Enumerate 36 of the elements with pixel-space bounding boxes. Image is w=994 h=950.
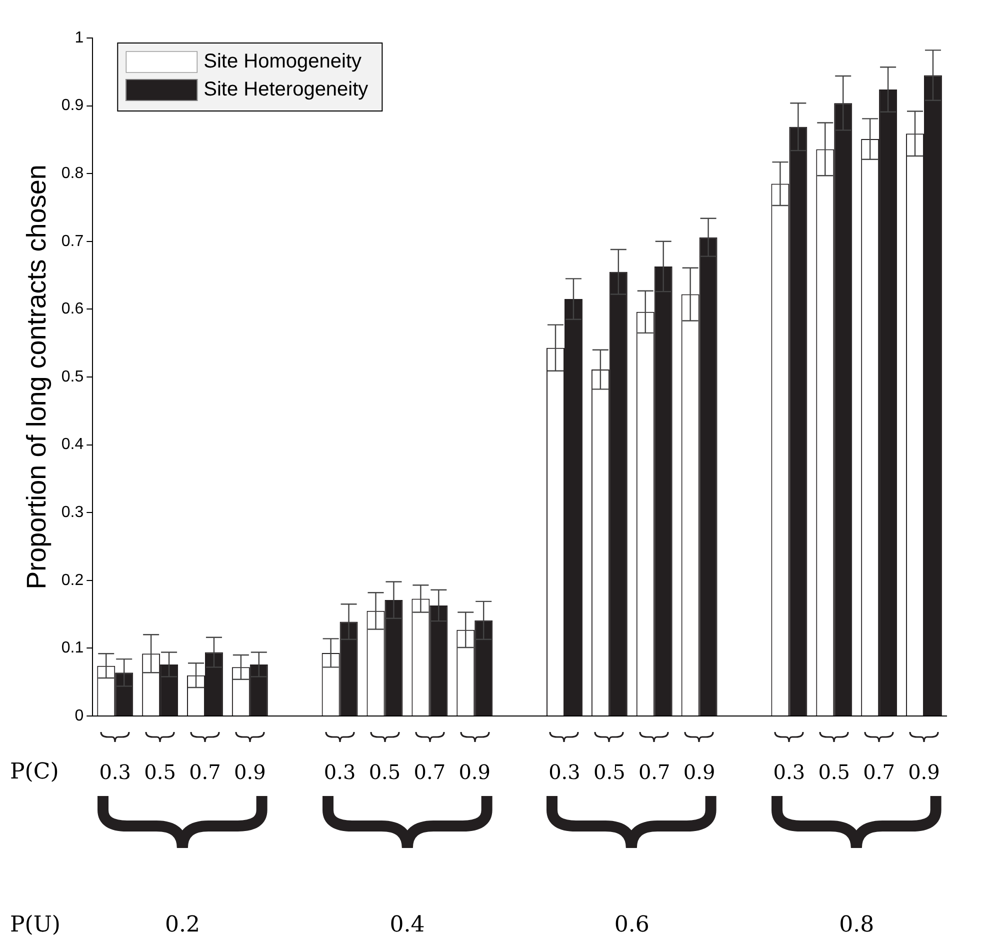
x-tick-label: 0.7 [414,760,446,784]
x-tick-label: 0.5 [818,760,850,784]
x-tick-label: 0.5 [144,760,176,784]
y-tick-label: 0.8 [61,165,84,182]
x-tick-label: 0.9 [458,760,491,784]
x-tick-label: 0.7 [638,760,670,784]
y-tick-label: 0.1 [61,640,84,657]
x-tick-label: 0.7 [863,760,895,784]
x-tick-label: 0.5 [594,760,626,784]
x-tick-label: 0.5 [368,760,401,784]
y-tick-label: 0.2 [61,572,84,589]
x-tick-label: 0.3 [548,760,580,784]
y-axis-title: Proportion of long contracts chosen [22,164,52,590]
x-tick-label: 0.3 [99,760,132,784]
y-tick-label: 0.4 [61,436,84,454]
y-tick-label: 0.6 [61,300,84,318]
y-tick-label: 1 [74,29,84,46]
y-tick-label: 0 [74,707,84,724]
text: P(U) [10,912,61,938]
x-tick-label: 0.7 [189,760,221,784]
y-tick-label: 0.3 [61,504,84,522]
text: 0.4 [390,912,425,938]
x-tick-label: 0.9 [683,760,716,784]
x-tick-label: 0.3 [324,760,356,784]
text: 0.6 [614,912,650,938]
y-tick-label: 0.9 [61,97,84,114]
legend-label: Site Heterogeneity [204,78,368,101]
text: P(C) [10,760,59,785]
text: 0.2 [165,912,200,938]
text: 0.8 [839,912,874,938]
x-tick-label: 0.9 [908,760,940,784]
y-tick-label: 0.7 [61,232,84,250]
legend-label: Site Homogeneity [204,50,362,73]
y-tick-label: 0.5 [61,368,84,386]
x-tick-label: 0.9 [234,760,266,784]
x-tick-label: 0.3 [773,760,806,784]
